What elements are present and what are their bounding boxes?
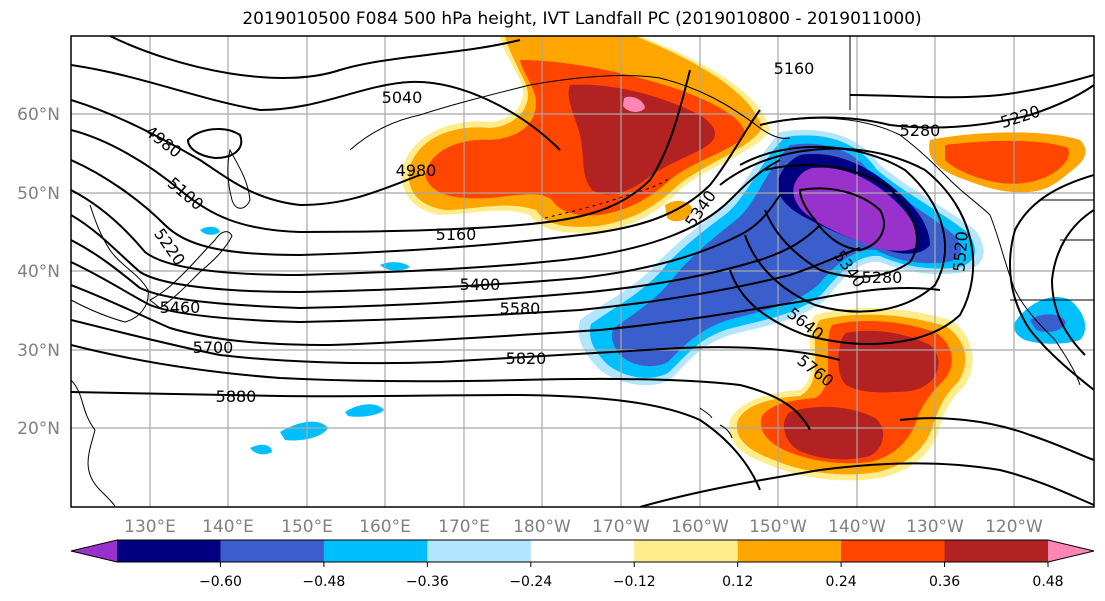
colorbar-segment	[841, 540, 946, 562]
colorbar-tick-label: −0.24	[509, 574, 552, 590]
lon-label: 160°E	[359, 517, 411, 537]
coastlines	[71, 36, 1094, 507]
colorbar-segment	[323, 540, 428, 562]
colorbar-tick-label: −0.60	[199, 574, 242, 590]
contour-label: 5280	[900, 121, 941, 140]
colorbar-tick-label: −0.36	[406, 574, 449, 590]
longitude-labels: 130°E 140°E 150°E 160°E 170°E 180°W 170°…	[124, 517, 1043, 537]
colorbar-segment	[220, 540, 325, 562]
colorbar-tick-label: 0.36	[929, 574, 960, 590]
colorbar-outline	[70, 539, 1095, 563]
colorbar-segment	[944, 540, 1049, 562]
shading-negative-west	[200, 226, 410, 455]
colorbar-ticks: −0.60 −0.48 −0.36 −0.24 −0.12 0.12 0.24 0.36 0.4…	[199, 562, 1064, 590]
contour-label: 5460	[160, 298, 201, 317]
lat-label: 40°N	[17, 262, 60, 282]
lon-label: 180°W	[513, 517, 571, 537]
lon-label: 160°W	[671, 517, 729, 537]
lon-label: 170°W	[592, 517, 650, 537]
lon-label: 130°W	[906, 517, 964, 537]
contour-label: 5400	[460, 275, 501, 294]
map-area: 5160 5040 4980 4980 5100 5160 5220 5400 …	[70, 35, 1095, 508]
lat-label: 60°N	[17, 105, 60, 125]
colorbar-segment	[634, 540, 739, 562]
colorbar-tick-label: 0.24	[826, 574, 857, 590]
contour-label: 5160	[436, 225, 477, 244]
colorbar: −0.60 −0.48 −0.36 −0.24 −0.12 0.12 0.24 0.36 0.4…	[70, 539, 1095, 590]
shading-positive-subtropical	[729, 308, 973, 481]
latitude-labels: 60°N 50°N 40°N 30°N 20°N	[17, 105, 60, 439]
lon-label: 140°W	[828, 517, 886, 537]
lon-label: 150°E	[281, 517, 333, 537]
colorbar-segments	[71, 540, 1094, 562]
contour-label: 5280	[862, 268, 903, 287]
colorbar-segment	[737, 540, 842, 562]
contour-label: 5160	[774, 59, 815, 78]
colorbar-segment	[530, 540, 635, 562]
contour-label: 5880	[216, 387, 257, 406]
contour-label: 5520	[949, 230, 971, 272]
map-title: 2019010500 F084 500 hPa height, IVT Land…	[242, 9, 921, 29]
colorbar-extend-max	[1048, 540, 1094, 562]
map-frame	[70, 35, 1095, 508]
colorbar-tick-label: 0.48	[1032, 574, 1063, 590]
contour-label: 5040	[382, 88, 423, 107]
shading-positive-northeast	[929, 132, 1086, 193]
colorbar-tick-label: −0.12	[613, 574, 656, 590]
lat-label: 50°N	[17, 184, 60, 204]
shading-positive-north-pacific	[401, 36, 770, 233]
height-contours	[71, 36, 1094, 507]
lon-label: 140°E	[202, 517, 254, 537]
colorbar-segment	[427, 540, 532, 562]
contour-label: 5580	[500, 299, 541, 318]
lon-label: 150°W	[749, 517, 807, 537]
colorbar-tick-label: −0.48	[302, 574, 345, 590]
lon-label: 120°W	[985, 517, 1043, 537]
colorbar-extend-min	[71, 540, 117, 562]
shading-positive-small	[665, 200, 693, 222]
lon-label: 130°E	[124, 517, 176, 537]
colorbar-tick-label: 0.12	[722, 574, 753, 590]
contour-label: 4980	[396, 161, 437, 180]
contour-label: 5820	[506, 349, 547, 368]
contour-label: 5700	[193, 338, 234, 357]
lat-label: 30°N	[17, 341, 60, 361]
lon-label: 170°E	[438, 517, 490, 537]
colorbar-segment	[117, 540, 221, 562]
lat-label: 20°N	[17, 419, 60, 439]
